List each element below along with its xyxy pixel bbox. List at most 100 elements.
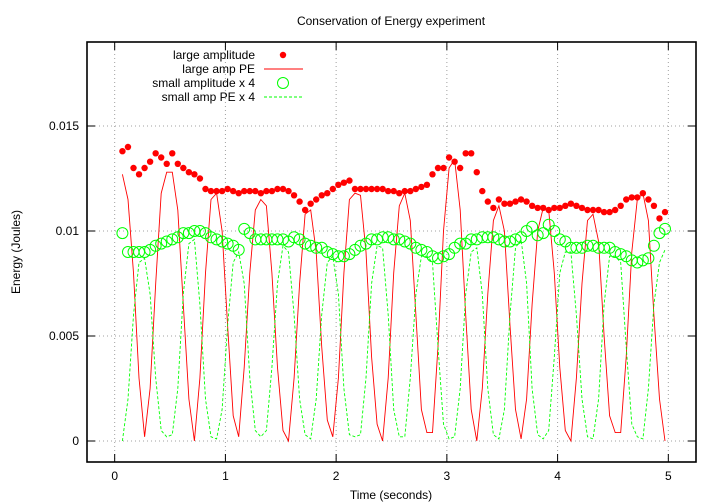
data-point (661, 208, 669, 216)
data-point (418, 183, 425, 191)
data-point (357, 185, 364, 193)
data-point (484, 198, 492, 205)
data-point (401, 187, 408, 195)
data-point (340, 179, 348, 186)
data-point-circle (337, 250, 350, 263)
data-point (506, 200, 514, 207)
legend-entry-large-amplitude: large amplitude (173, 48, 287, 62)
data-point (324, 190, 331, 197)
y-axis-label: Energy (Joules) (9, 210, 23, 294)
data-point (656, 215, 663, 222)
data-point (584, 206, 591, 214)
data-point (556, 204, 564, 212)
data-point-circle (526, 220, 539, 233)
data-point (639, 190, 647, 197)
data-point (412, 185, 420, 193)
data-point (318, 192, 325, 199)
data-point-circle (138, 246, 151, 258)
data-point (285, 187, 292, 195)
data-point (241, 187, 248, 195)
data-point-circle (210, 233, 223, 246)
data-point (606, 208, 613, 216)
data-point-circle (354, 239, 367, 252)
data-point (313, 196, 320, 203)
data-point-circle (614, 248, 627, 261)
data-point-circle (531, 229, 544, 242)
data-point-circle (542, 218, 555, 231)
data-point (567, 200, 575, 207)
data-point (429, 171, 436, 178)
data-point (169, 150, 176, 157)
data-point-circle (503, 235, 516, 248)
data-point-circle (409, 241, 422, 254)
data-point (130, 164, 137, 172)
data-point (185, 169, 193, 176)
data-point (551, 204, 558, 212)
data-point (451, 158, 458, 165)
data-point (600, 208, 608, 216)
data-point (351, 185, 359, 193)
data-point (329, 185, 337, 193)
data-point (512, 198, 519, 205)
data-point (218, 187, 226, 195)
series-layer (116, 143, 671, 443)
legend-entry-small-amplitude: small amplitude x 4 (152, 76, 289, 90)
data-point (456, 164, 464, 172)
data-point-circle (487, 231, 500, 244)
legend-entry-large-amp-pe: large amp PE (182, 62, 303, 76)
data-point-circle (288, 231, 301, 244)
data-point (274, 185, 281, 193)
data-point (157, 154, 165, 161)
data-point (152, 150, 159, 157)
data-point (257, 190, 265, 197)
data-point (445, 154, 453, 161)
data-point (617, 202, 624, 209)
data-point-circle (193, 225, 206, 237)
data-point (163, 160, 170, 167)
data-point-circle (454, 237, 467, 250)
data-point (645, 196, 652, 203)
data-point (434, 164, 442, 172)
data-point (440, 164, 447, 172)
data-point (523, 198, 530, 205)
data-point (146, 158, 154, 165)
data-point (407, 187, 414, 195)
data-point (390, 187, 397, 195)
data-point-circle (437, 250, 450, 263)
data-point (180, 164, 187, 172)
data-point (562, 202, 569, 209)
plot-frame (86, 41, 697, 463)
series-large-amplitude (119, 143, 669, 222)
pe-dashed-line (121, 238, 666, 442)
data-point (335, 181, 342, 188)
data-point-circle (647, 239, 660, 252)
data-point (423, 181, 431, 188)
y-tick-label: 0 (72, 434, 79, 448)
data-point-circle (221, 237, 234, 250)
series-small-amplitude-x-4 (116, 218, 671, 269)
data-point (589, 206, 597, 214)
data-point (346, 177, 353, 184)
data-point (362, 185, 370, 193)
data-point (224, 185, 231, 193)
data-point (135, 171, 143, 178)
data-point (141, 164, 148, 172)
data-point-circle (299, 237, 312, 250)
data-point-circle (155, 237, 168, 250)
legend-label: large amplitude (173, 48, 255, 62)
y-tick-label: 0.015 (49, 119, 79, 133)
data-point-circle (205, 231, 218, 244)
data-point (252, 187, 259, 195)
x-tick-label: 4 (554, 469, 561, 483)
data-point-circle (432, 252, 445, 265)
x-tick-label: 2 (333, 469, 340, 483)
pe-line (121, 158, 666, 443)
x-axis-label: Time (seconds) (350, 488, 432, 502)
data-point-circle (609, 246, 622, 258)
data-point-circle (393, 233, 406, 246)
data-point (202, 185, 209, 193)
data-point-circle (216, 235, 229, 248)
data-point-circle (509, 233, 522, 246)
data-point-circle (548, 225, 561, 237)
data-point (207, 187, 215, 195)
